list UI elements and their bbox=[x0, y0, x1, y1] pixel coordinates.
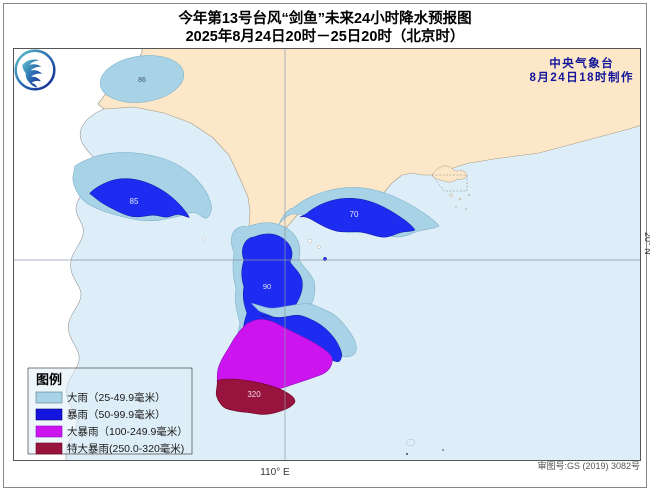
svg-text:图例: 图例 bbox=[36, 372, 62, 387]
svg-text:86: 86 bbox=[138, 77, 146, 84]
svg-text:大暴雨（100-249.9毫米）: 大暴雨（100-249.9毫米） bbox=[67, 425, 188, 438]
svg-text:70: 70 bbox=[350, 210, 359, 219]
svg-text:90: 90 bbox=[263, 282, 271, 291]
svg-text:大雨（25-49.9毫米）: 大雨（25-49.9毫米） bbox=[67, 391, 166, 404]
svg-text:暴雨（50-99.9毫米）: 暴雨（50-99.9毫米） bbox=[67, 408, 166, 421]
svg-text:特大暴雨(250.0-320毫米): 特大暴雨(250.0-320毫米) bbox=[67, 442, 184, 455]
svg-text:320: 320 bbox=[247, 390, 261, 399]
svg-text:85: 85 bbox=[130, 197, 139, 206]
